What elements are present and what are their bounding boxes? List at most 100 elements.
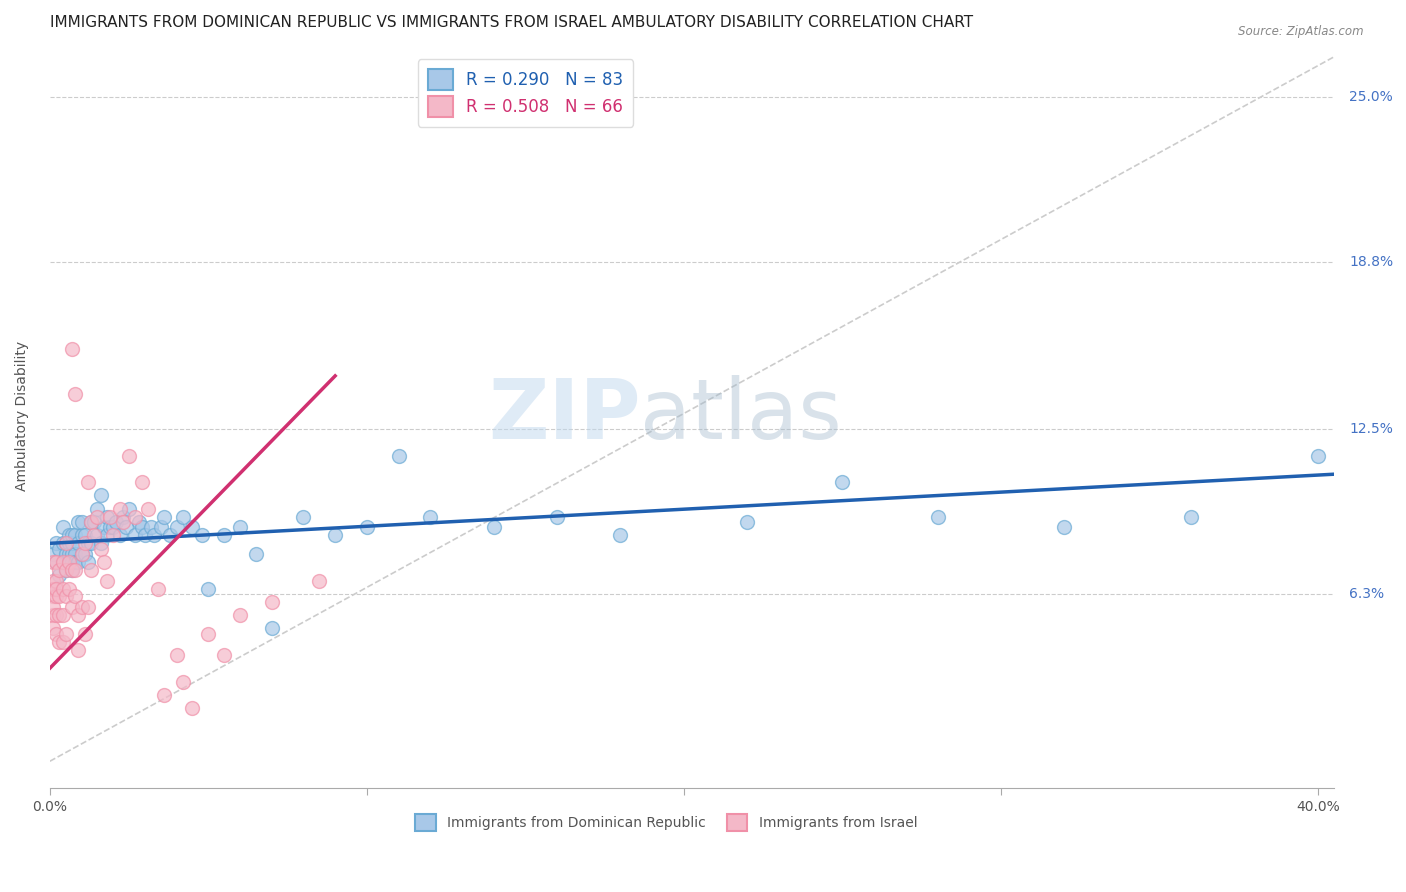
Point — [42, 608, 65, 623]
Point — [67, 608, 90, 623]
Point — [48, 568, 70, 582]
Point — [308, 574, 330, 588]
Point — [60, 563, 83, 577]
Point — [927, 509, 949, 524]
Point — [96, 509, 118, 524]
Point — [191, 528, 214, 542]
Point — [131, 520, 153, 534]
Point — [48, 590, 70, 604]
Point — [90, 536, 112, 550]
Point — [55, 590, 77, 604]
Point — [90, 488, 112, 502]
Point — [172, 674, 194, 689]
Point — [197, 582, 219, 596]
Point — [146, 582, 169, 596]
Point — [51, 582, 73, 596]
Legend: Immigrants from Dominican Republic, Immigrants from Israel: Immigrants from Dominican Republic, Immi… — [409, 809, 922, 837]
Point — [356, 520, 378, 534]
Point — [67, 536, 90, 550]
Point — [67, 642, 90, 657]
Point — [118, 449, 141, 463]
Point — [58, 555, 80, 569]
Point — [103, 528, 125, 542]
Point — [42, 547, 65, 561]
Point — [63, 387, 86, 401]
Point — [73, 528, 96, 542]
Point — [124, 528, 146, 542]
Point — [141, 520, 163, 534]
Point — [70, 547, 93, 561]
Point — [51, 520, 73, 534]
Point — [58, 536, 80, 550]
Point — [45, 574, 67, 588]
Point — [60, 536, 83, 550]
Point — [96, 574, 118, 588]
Point — [86, 501, 108, 516]
Point — [546, 509, 568, 524]
Point — [86, 509, 108, 524]
Point — [63, 528, 86, 542]
Point — [45, 536, 67, 550]
Point — [134, 528, 156, 542]
Point — [80, 515, 103, 529]
Point — [80, 536, 103, 550]
Point — [77, 600, 100, 615]
Text: 18.8%: 18.8% — [1350, 254, 1393, 268]
Text: atlas: atlas — [641, 376, 842, 456]
Text: 12.5%: 12.5% — [1350, 422, 1393, 436]
Point — [419, 509, 441, 524]
Point — [80, 563, 103, 577]
Point — [83, 528, 105, 542]
Point — [42, 600, 65, 615]
Point — [737, 515, 759, 529]
Point — [131, 475, 153, 490]
Point — [55, 563, 77, 577]
Point — [1180, 509, 1202, 524]
Point — [153, 688, 176, 702]
Point — [292, 509, 315, 524]
Point — [93, 555, 115, 569]
Point — [482, 520, 505, 534]
Point — [229, 520, 252, 534]
Point — [245, 547, 267, 561]
Point — [212, 648, 235, 662]
Point — [48, 608, 70, 623]
Point — [45, 626, 67, 640]
Point — [77, 536, 100, 550]
Text: 6.3%: 6.3% — [1350, 587, 1385, 601]
Point — [63, 590, 86, 604]
Text: ZIP: ZIP — [488, 376, 641, 456]
Point — [51, 555, 73, 569]
Point — [42, 621, 65, 635]
Point — [55, 536, 77, 550]
Point — [45, 608, 67, 623]
Point — [70, 547, 93, 561]
Point — [42, 555, 65, 569]
Point — [77, 555, 100, 569]
Point — [60, 528, 83, 542]
Point — [51, 634, 73, 648]
Point — [70, 515, 93, 529]
Point — [90, 541, 112, 556]
Point — [55, 555, 77, 569]
Point — [60, 563, 83, 577]
Point — [48, 634, 70, 648]
Point — [831, 475, 853, 490]
Point — [181, 701, 204, 715]
Point — [387, 449, 409, 463]
Text: IMMIGRANTS FROM DOMINICAN REPUBLIC VS IMMIGRANTS FROM ISRAEL AMBULATORY DISABILI: IMMIGRANTS FROM DOMINICAN REPUBLIC VS IM… — [49, 15, 973, 30]
Point — [48, 563, 70, 577]
Point — [172, 509, 194, 524]
Point — [55, 547, 77, 561]
Point — [48, 541, 70, 556]
Point — [96, 528, 118, 542]
Point — [80, 515, 103, 529]
Point — [159, 528, 181, 542]
Text: Source: ZipAtlas.com: Source: ZipAtlas.com — [1239, 25, 1364, 38]
Point — [212, 528, 235, 542]
Point — [111, 515, 134, 529]
Point — [58, 582, 80, 596]
Point — [70, 528, 93, 542]
Point — [260, 595, 283, 609]
Point — [149, 520, 172, 534]
